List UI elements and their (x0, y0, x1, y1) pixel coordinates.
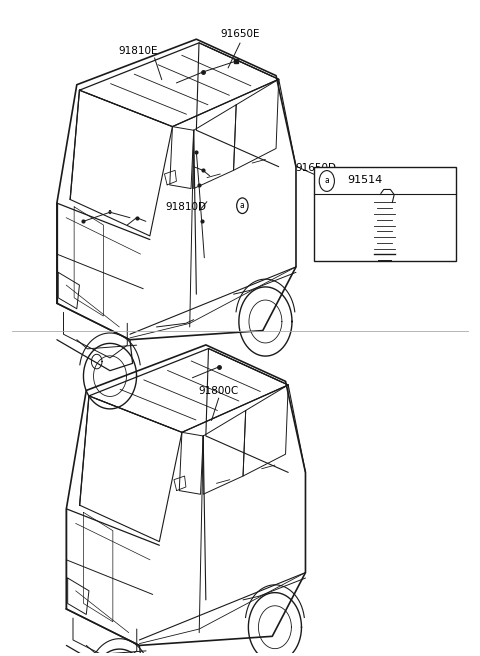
Text: 91810D: 91810D (165, 202, 206, 213)
Text: 91514: 91514 (347, 174, 382, 185)
Text: a: a (324, 176, 329, 186)
Text: 91810E: 91810E (118, 46, 158, 56)
Text: a: a (240, 201, 245, 210)
Text: 91650D: 91650D (295, 163, 336, 173)
Text: 91650E: 91650E (220, 29, 260, 39)
Bar (313, 167, 456, 261)
Text: 91800C: 91800C (199, 386, 239, 396)
